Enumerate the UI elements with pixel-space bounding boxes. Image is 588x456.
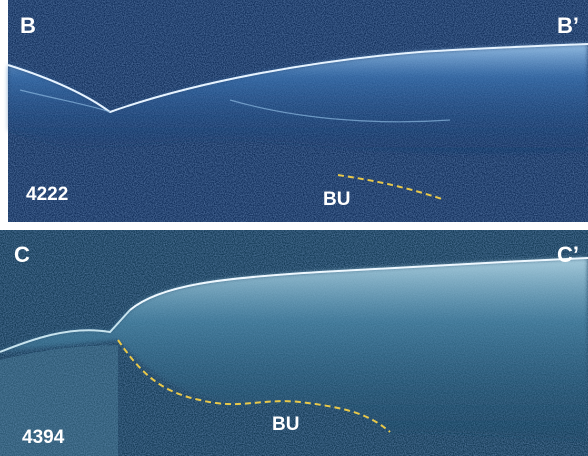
panel-label: B [20,13,36,38]
sample-id: 4394 [22,427,65,448]
sample-id: 4222 [26,184,68,205]
region-label: BU [272,414,299,435]
region-label: BU [323,189,350,210]
panel-c: C C’ 4394 BU [0,230,588,456]
panel-label: C [14,242,30,267]
page: B B’ 4222 BU C C’ 4394 BU (() => { const… [0,0,588,456]
panel-label: C’ [557,242,579,267]
figure: B B’ 4222 BU C C’ 4394 BU [0,0,588,456]
panel-b: B B’ 4222 BU [8,0,588,222]
panel-label: B’ [557,13,579,38]
